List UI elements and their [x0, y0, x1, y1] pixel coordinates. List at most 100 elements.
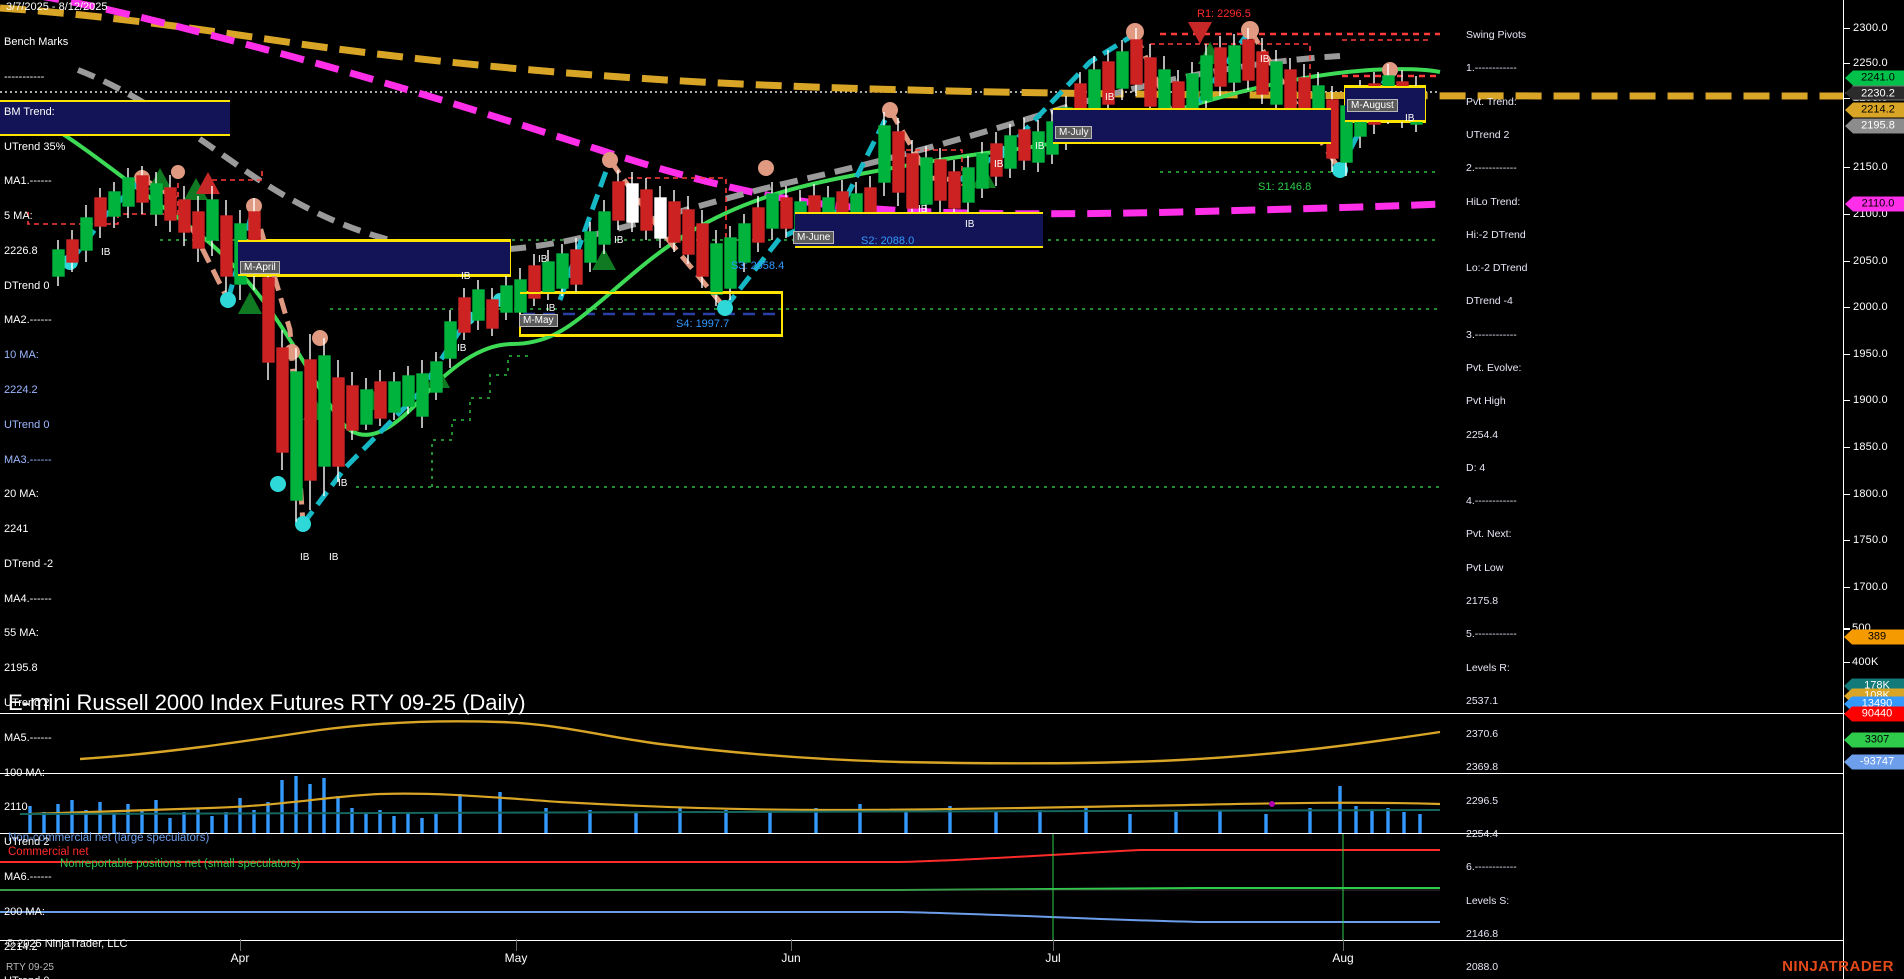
axis-label: 1950.0 [1853, 348, 1888, 360]
cot-pane[interactable]: Non-commercial net (large speculators) C… [0, 832, 1843, 940]
bm-line-6: MA2.------ [4, 314, 52, 327]
bm-line-12: 2241 [4, 523, 29, 536]
sp-line-20: 2370.6 [1466, 728, 1499, 741]
month-box-august[interactable]: M-August [1347, 99, 1398, 112]
ib-mark: IB [461, 271, 471, 282]
axis-separator [1343, 939, 1344, 951]
axis-tick [1844, 261, 1850, 262]
ib-mark: IB [329, 552, 339, 563]
month-box-june[interactable]: M-June [793, 231, 835, 244]
bm-line-5: DTrend 0 [4, 279, 50, 292]
axis-tick [1844, 354, 1850, 355]
axis-tick [1844, 63, 1850, 64]
bench-marks-panel: Bench Marks ----------- BM Trend: UTrend… [4, 14, 100, 979]
x-axis-label-may: May [504, 951, 528, 965]
annotation-s2: S2: 2088.0 [861, 235, 915, 247]
sp-line-9: Pvt. Evolve: [1466, 362, 1522, 374]
ninjatrader-logo: NINJATRADER [1782, 958, 1894, 975]
ib-mark: IB [1405, 113, 1415, 124]
price-band-1 [0, 100, 230, 136]
annotation-s4: S4: 1997.7 [676, 318, 730, 330]
axis-tick [1844, 587, 1850, 588]
volume-svg [19, 776, 1441, 833]
sp-line-2: UTrend 2 [1466, 129, 1510, 142]
bm-line-14: MA4.------ [4, 592, 52, 605]
x-axis-label-jun: Jun [781, 951, 801, 965]
ib-mark: IB [994, 159, 1004, 170]
footer-symbol: RTY 09-25 [6, 962, 54, 973]
bm-line-7: 10 MA: [4, 349, 39, 362]
price-badge-ma20: 2241.0 [1845, 70, 1904, 86]
sub-axis-label-400k: 400K [1852, 656, 1879, 668]
ib-mark: IB [918, 204, 928, 215]
sub-badge-osc: 389 [1844, 629, 1904, 645]
sp-line-8: 3.------------ [1466, 328, 1517, 341]
sp-line-6: Lo:-2 DTrend [1466, 262, 1528, 275]
axis-tick [1844, 167, 1850, 168]
sp-line-17: 5.------------ [1466, 628, 1517, 641]
x-axis-label-jul: Jul [1045, 951, 1061, 965]
ib-mark: IB [546, 303, 556, 314]
month-box-may[interactable]: M-May [519, 314, 558, 327]
sp-line-24: 6.------------ [1466, 861, 1517, 874]
axis-tick [1844, 662, 1850, 663]
volume-pane[interactable] [0, 773, 1843, 833]
time-axis[interactable]: Apr May Jun Jul Aug [0, 939, 1843, 979]
sp-line-11: 2254.4 [1466, 428, 1499, 441]
oscillator-pane[interactable] [0, 713, 1843, 773]
ib-mark: IB [965, 219, 975, 230]
sp-line-22: 2296.5 [1466, 794, 1499, 807]
sp-line-21: 2369.8 [1466, 761, 1499, 774]
price-band-2 [238, 240, 510, 276]
sp-line-4: HiLo Trend: [1466, 195, 1521, 208]
sp-line-1: Pvt. Trend: [1466, 95, 1517, 108]
price-badge-ma55: 2195.8 [1845, 118, 1904, 134]
price-badge-last: 2230.2 [1845, 85, 1904, 101]
bm-line-25: UTrend 0 [4, 976, 100, 979]
sub-axis[interactable] [1843, 629, 1904, 979]
axis-label: 1900.0 [1853, 394, 1888, 406]
price-band-5 [1053, 108, 1331, 144]
ib-mark: IB [1035, 141, 1045, 152]
axis-label: 2250.0 [1853, 57, 1888, 69]
cot-svg [0, 834, 1440, 940]
bm-line-2: MA1.------ [4, 175, 52, 188]
bm-line-15: 55 MA: [4, 627, 39, 640]
axis-tick [1844, 307, 1850, 308]
price-axis[interactable]: 2300.0 2250.0 2200.0 2150.0 2100.0 2050.… [1843, 0, 1904, 713]
bm-line-18: MA5.------ [4, 731, 52, 744]
bm-line-17: UTrend 2 [4, 697, 50, 710]
chart-title: E-mini Russell 2000 Index Futures RTY 09… [8, 690, 526, 715]
bm-line-1: UTrend 35% [4, 140, 66, 153]
ib-mark: IB [457, 343, 467, 354]
price-badge-ma100: 2110.0 [1845, 196, 1904, 212]
axis-tick [1844, 629, 1850, 630]
price-band-3 [520, 292, 782, 336]
ib-mark: IB [101, 247, 111, 258]
price-band-4 [795, 212, 1043, 248]
price-badge-ma200: 2214.2 [1845, 102, 1904, 118]
x-axis-label-aug: Aug [1332, 951, 1354, 965]
sp-line-12: D: 4 [1466, 461, 1486, 474]
ib-mark: IB [538, 254, 548, 265]
axis-label: 1850.0 [1853, 441, 1888, 453]
month-box-july[interactable]: M-July [1055, 126, 1093, 139]
sp-line-15: Pvt Low [1466, 561, 1504, 574]
bm-line-20: 2110 [4, 801, 28, 814]
bm-line-9: UTrend 0 [4, 418, 50, 431]
bm-line-3: 5 MA: [4, 210, 33, 223]
sp-line-7: DTrend -4 [1466, 295, 1513, 308]
axis-tick [1844, 400, 1850, 401]
cot-label-nonreportable: Nonreportable positions net (small specu… [60, 858, 301, 870]
annotation-s1: S1: 2146.8 [1258, 181, 1312, 193]
month-box-april[interactable]: M-April [240, 261, 280, 274]
sp-line-3: 2.------------ [1466, 162, 1517, 175]
axis-label: 2050.0 [1853, 255, 1888, 267]
price-chart-pane[interactable]: 3/7/2025 - 8/12/2025 Bench Marks -------… [0, 0, 1843, 979]
copyright-label: © 2025 NinjaTrader, LLC [6, 938, 128, 950]
oscillator-svg [79, 720, 1441, 765]
x-axis-label-apr: Apr [230, 951, 250, 965]
bm-line-22: MA6.------ [4, 870, 52, 883]
bm-line-10: MA3.------ [4, 453, 52, 466]
sp-line-10: Pvt High [1466, 395, 1506, 408]
